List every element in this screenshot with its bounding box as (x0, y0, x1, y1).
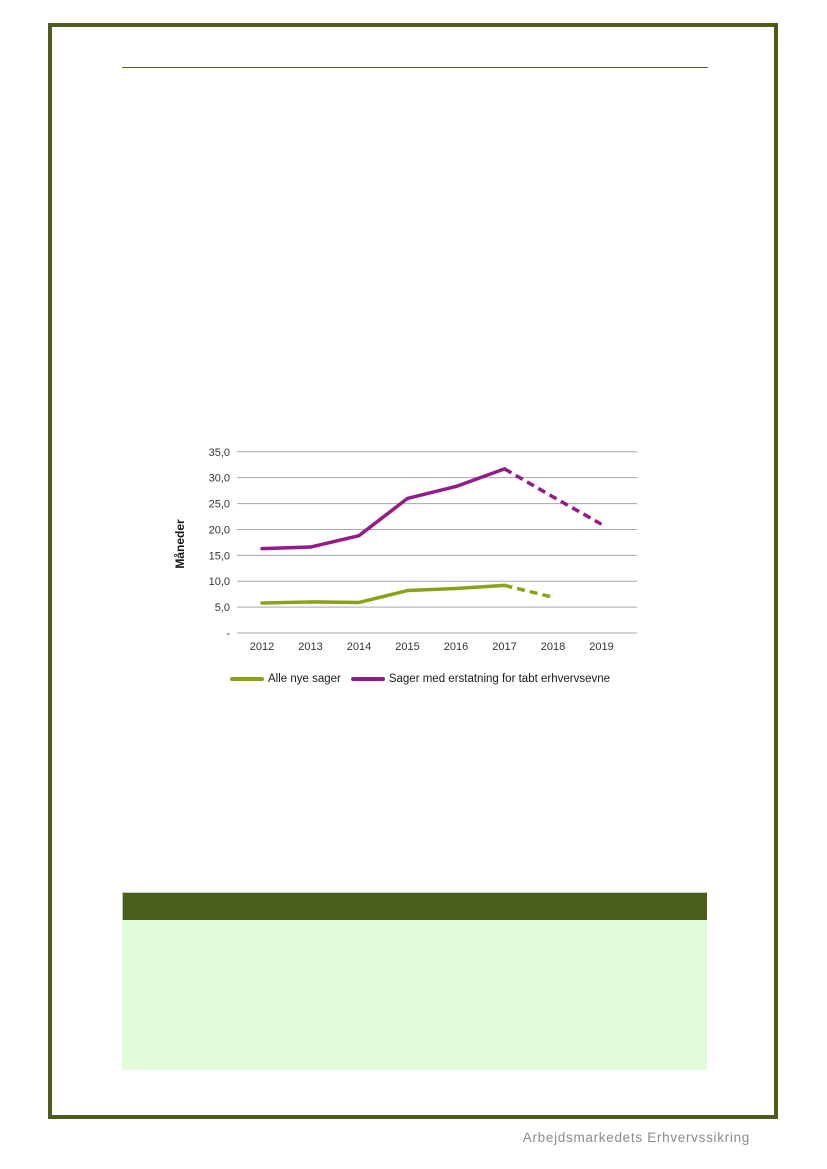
y-tick-label: 15,0 (209, 550, 230, 562)
y-tick-label: 20,0 (209, 524, 230, 536)
x-tick-label: 2017 (492, 641, 516, 653)
x-tick-label: 2012 (250, 641, 274, 653)
legend-item-alle-nye-sager: Alle nye sager (229, 673, 341, 685)
legend-item-tabt-erhvervsevne: Sager med erstatning for tabt erhvervsev… (350, 673, 611, 685)
legend-swatch-green-line (229, 677, 264, 681)
section-header-bar (122, 892, 707, 920)
line-chart: 35,0 30,0 25,0 20,0 15,0 10,0 5,0 - 2012 2013 2014… (173, 447, 637, 653)
series-line-dashed-forecast (503, 467, 603, 526)
y-tick-label: 30,0 (209, 473, 230, 485)
x-tick-label: 2016 (444, 641, 468, 653)
legend-label-tabt-erhvervsevne: Sager med erstatning for tabt erhvervsev… (388, 673, 611, 685)
y-tick-label: 10,0 (209, 576, 230, 588)
x-tick-label: 2019 (589, 641, 613, 653)
legend-swatch-purple-line (350, 677, 385, 681)
page-frame (48, 23, 778, 1119)
series-line-dashed-forecast (504, 583, 554, 599)
x-tick-label: 2013 (298, 641, 322, 653)
y-tick-label: 25,0 (209, 499, 230, 511)
series-line-solid (260, 583, 507, 605)
x-tick-label: 2015 (395, 641, 419, 653)
footer-brand-text: Arbejdsmarkedets Erhvervssikring (522, 1130, 750, 1145)
y-tick-label: - (226, 628, 230, 640)
top-rule (122, 67, 708, 68)
x-tick-label: 2014 (347, 641, 371, 653)
chart-legend: Alle nye sager Sager med erstatning for … (170, 670, 670, 688)
y-tick-label: 35,0 (209, 447, 230, 459)
y-axis-title: Måneder (173, 519, 187, 569)
x-tick-label: 2018 (541, 641, 565, 653)
series-line-solid (260, 467, 507, 551)
legend-label-alle-nye-sager: Alle nye sager (267, 673, 341, 685)
highlight-box (122, 920, 707, 1070)
y-tick-label: 5,0 (215, 602, 230, 614)
